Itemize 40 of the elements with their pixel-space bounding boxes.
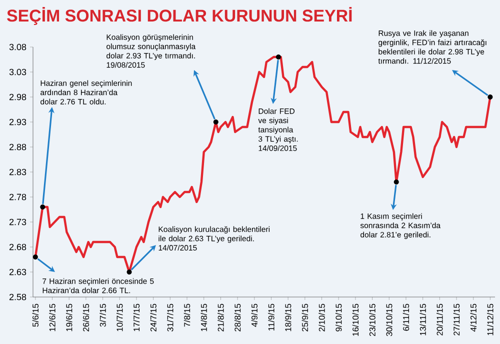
y-tick-label: 2.88 (9, 144, 26, 150)
x-tick-label: 21/8/15 (218, 304, 224, 332)
x-tick-label: 31/7/15 (167, 304, 174, 332)
x-tick-label: 24/7/15 (150, 304, 156, 332)
x-tick-label: 4/9/15 (251, 304, 258, 327)
y-tick-label: 2.58 (9, 294, 26, 300)
x-tick-label: 27/11/15 (453, 304, 460, 336)
y-tick-label: 2.98 (9, 94, 26, 100)
y-tick-label: 2.78 (9, 194, 26, 200)
x-tick-label: 4/12/15 (470, 304, 476, 332)
y-tick-label: 3.08 (9, 44, 26, 50)
x-tick-label: 13/11/15 (420, 304, 426, 336)
x-tick-label: 6/11/15 (402, 304, 410, 331)
x-tick-label: 26/6/15 (82, 304, 90, 332)
x-tick-label: 25/9/15 (302, 304, 308, 332)
x-tick-label: 11/12/15 (487, 304, 494, 336)
x-tick-label: 17/7/15 (133, 304, 140, 332)
x-tick-label: 11/9/15 (268, 304, 274, 331)
x-tick-label: 3/7/15 (100, 304, 106, 327)
x-tick-label: 12/6/15 (49, 304, 56, 332)
x-tick-label: 18/9/15 (284, 304, 292, 332)
x-tick-label: 7/8/15 (184, 304, 190, 327)
x-tick-label: 10/7/15 (116, 304, 123, 332)
x-tick-label: 28/8/15 (234, 304, 241, 332)
x-tick-label: 16/10/15 (352, 304, 359, 336)
y-tick-label: 2.83 (9, 168, 26, 176)
x-tick-label: 30/10/15 (386, 304, 392, 336)
x-tick-label: 23/10/15 (369, 304, 376, 336)
y-tick-label: 2.73 (9, 218, 26, 226)
x-tick-label: 20/11/15 (436, 304, 443, 336)
y-tick-label: 2.68 (9, 244, 26, 250)
y-tick-label: 2.93 (9, 118, 26, 126)
x-tick-label: 5/6/15 (32, 304, 39, 327)
y-tick-label: 2.63 (9, 268, 26, 276)
y-tick-label: 3.03 (9, 68, 26, 76)
chart-title: SEÇİM SONRASI DOLAR KURUNUN SEYRİ (7, 6, 352, 26)
x-tick-label: 14/8/15 (200, 304, 207, 332)
x-tick-label: 2/10/15 (318, 304, 325, 332)
x-tick-label: 19/6/15 (66, 304, 72, 332)
x-tick-label: 9/10/15 (335, 304, 342, 332)
